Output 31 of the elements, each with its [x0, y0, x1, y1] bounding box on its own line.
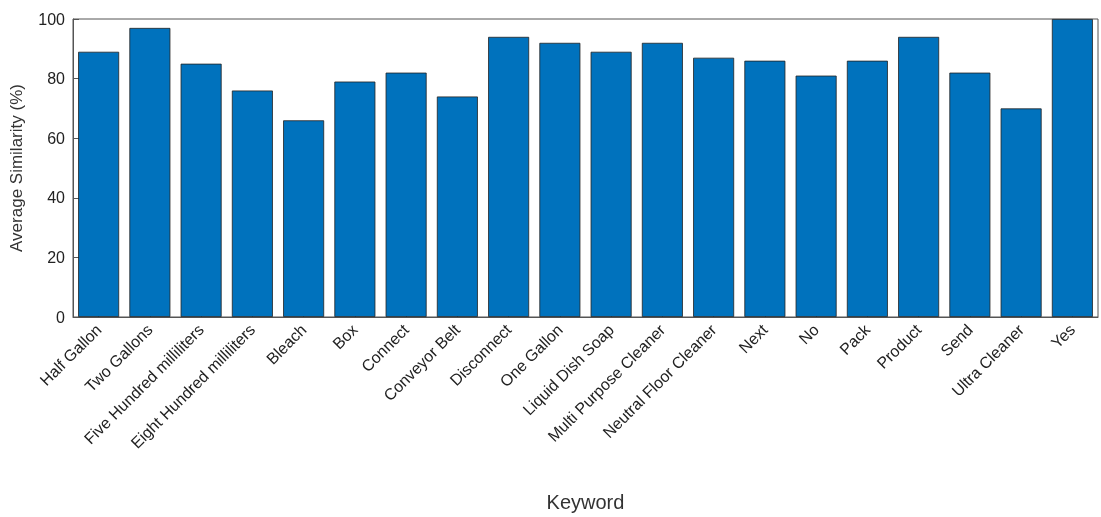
- y-tick-label: 40: [47, 189, 66, 207]
- bar: [180, 63, 222, 317]
- bar: [795, 75, 837, 317]
- y-tick-label: 0: [56, 308, 66, 326]
- y-axis-title: Average Similarity (%): [7, 84, 26, 252]
- y-tick-label: 20: [47, 248, 66, 266]
- x-tick-label: No: [795, 320, 823, 348]
- bar: [641, 42, 683, 317]
- bar: [334, 81, 376, 317]
- bar: [693, 57, 735, 317]
- y-tick-label: 60: [47, 129, 66, 147]
- bar: [744, 60, 786, 317]
- x-axis-title: Keyword: [546, 491, 625, 513]
- bar: [898, 36, 940, 317]
- bar: [846, 60, 888, 317]
- bar: [78, 51, 120, 317]
- x-tick-label: Yes: [1047, 320, 1079, 352]
- bar: [231, 90, 273, 317]
- bar: [283, 120, 325, 317]
- bar: [385, 72, 427, 317]
- x-tick-label: Box: [329, 320, 361, 353]
- y-tick-label: 80: [47, 70, 66, 88]
- bar: [436, 96, 478, 317]
- bar: [949, 72, 991, 317]
- bar: [1000, 108, 1042, 317]
- y-tick-label: 100: [38, 10, 66, 28]
- bar: [1051, 19, 1093, 317]
- bar: [590, 51, 632, 317]
- bar: [488, 36, 530, 317]
- bar: [129, 27, 171, 317]
- bar: [539, 42, 581, 317]
